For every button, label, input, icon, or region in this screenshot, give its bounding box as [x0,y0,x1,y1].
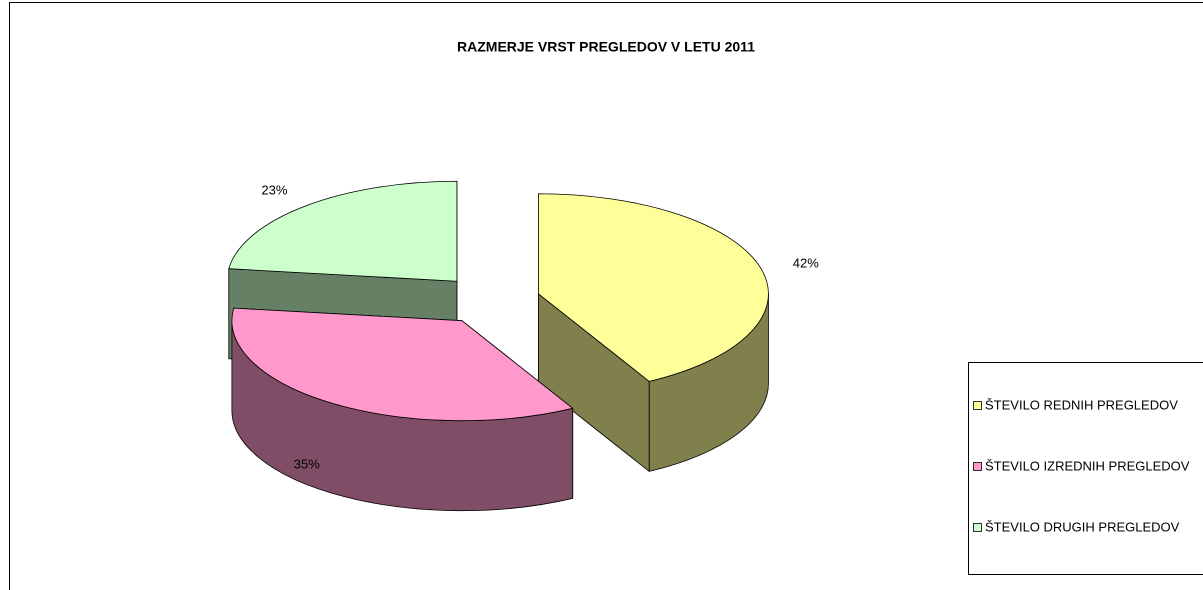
slice [538,193,769,382]
slice [228,180,458,282]
legend-swatch [973,523,982,532]
data-label: 42% [793,255,819,270]
data-label: 23% [261,183,287,198]
chart-title: RAZMERJE VRST PREGLEDOV V LETU 2011 [457,39,755,55]
legend-label: ŠTEVILO REDNIH PREGLEDOV [985,397,1178,412]
legend-swatch [973,401,982,410]
legend-swatch [973,462,982,471]
slice [231,307,574,422]
legend-label: ŠTEVILO DRUGIH PREGLEDOV [985,519,1180,534]
data-label: 35% [294,456,320,471]
legend-label: ŠTEVILO IZREDNIH PREGLEDOV [985,458,1190,473]
legend-box [968,362,1203,575]
